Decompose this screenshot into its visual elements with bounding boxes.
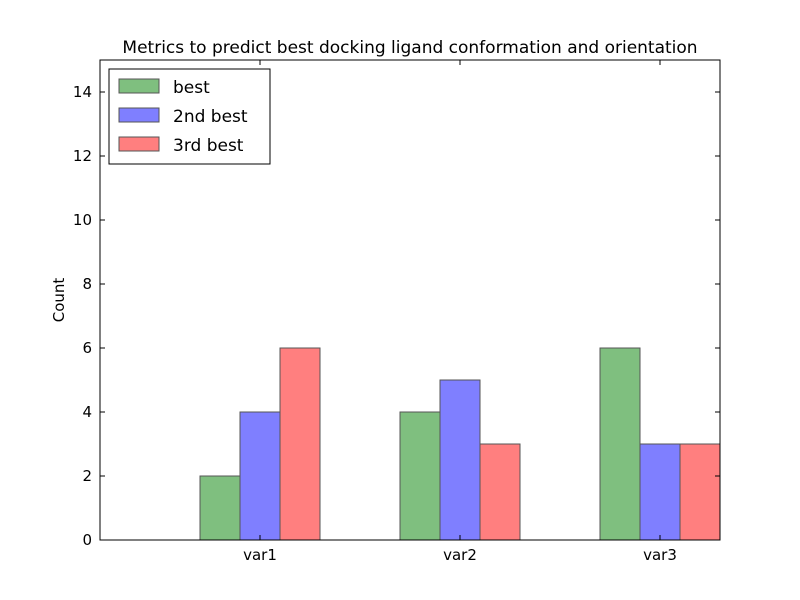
bar-2nd-best-var1: [239, 411, 281, 541]
y-tick-label: 4: [82, 403, 92, 421]
bar-best-var3: [599, 347, 641, 541]
bar-3rd-best-var3: [679, 443, 721, 541]
y-tick-label: 10: [73, 211, 92, 229]
legend-label-2nd-best: 2nd best: [173, 107, 248, 127]
bar-3rd-best-var2: [479, 443, 521, 541]
bar-3rd-best-var1: [279, 347, 321, 541]
y-tick-label: 8: [82, 275, 92, 293]
plot-frame: [99, 59, 721, 541]
y-axis-label: Count: [50, 278, 68, 323]
y-tick-label: 0: [82, 531, 92, 549]
y-tick-label: 12: [73, 147, 92, 165]
x-tick-label-var1: var1: [243, 546, 277, 564]
legend-swatch-3rd-best: [118, 136, 160, 152]
y-tick-label: 6: [82, 339, 92, 357]
x-tick-label-var2: var2: [443, 546, 477, 564]
legend-swatch-best: [118, 78, 160, 94]
ticks-layer: 0 2 4 6 8 10 12 14 var1 var2 var3: [73, 60, 720, 564]
legend-label-best: best: [173, 78, 210, 98]
chart-title: Metrics to predict best docking ligand c…: [122, 38, 697, 58]
legend-swatch-2nd-best: [118, 107, 160, 123]
y-tick-label: 14: [73, 83, 92, 101]
bar-best-var2: [399, 411, 441, 541]
y-tick-label: 2: [82, 467, 92, 485]
bars-layer: [199, 347, 721, 541]
x-tick-label-var3: var3: [643, 546, 677, 564]
bar-2nd-best-var2: [439, 379, 481, 541]
legend-label-3rd-best: 3rd best: [173, 136, 244, 156]
bar-2nd-best-var3: [639, 443, 681, 541]
legend: best 2nd best 3rd best: [108, 68, 271, 165]
bar-best-var1: [199, 475, 241, 541]
